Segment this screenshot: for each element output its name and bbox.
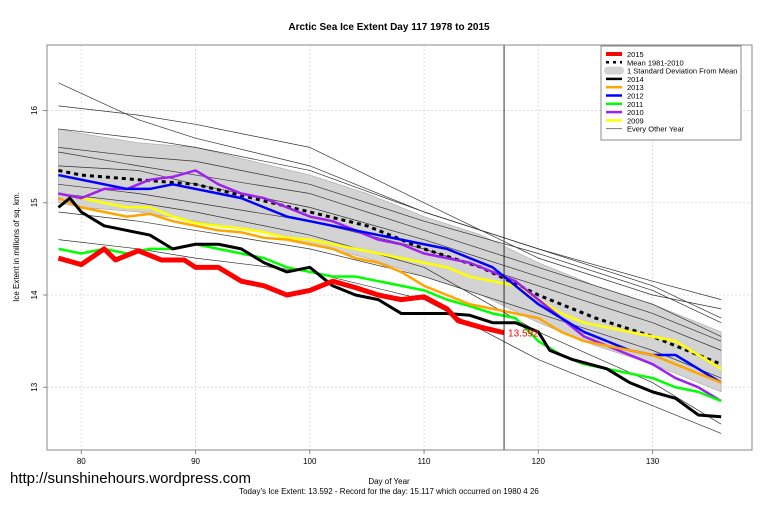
chart-subtitle: Today's Ice Extent: 13.592 - Record for … bbox=[239, 487, 539, 496]
other-year-line bbox=[58, 211, 722, 379]
x-tick-label: 110 bbox=[418, 457, 431, 466]
other-year-line bbox=[58, 151, 722, 337]
legend-label: 2012 bbox=[627, 92, 644, 101]
other-year-line bbox=[58, 128, 722, 319]
y-tick-label: 16 bbox=[30, 106, 39, 115]
legend-label: 2010 bbox=[627, 108, 644, 117]
series-line-2009 bbox=[58, 192, 722, 370]
other-year-line bbox=[58, 105, 722, 310]
series-line-2015 bbox=[57, 246, 505, 336]
legend-label: 2013 bbox=[627, 83, 644, 92]
other-year-line bbox=[58, 82, 722, 300]
axes: 80 90 100 110 120 130 13 14 15 16 bbox=[30, 106, 660, 466]
legend-label: 2015 bbox=[627, 50, 644, 59]
legend-label: Every Other Year bbox=[627, 125, 685, 134]
x-tick-label: 130 bbox=[646, 457, 660, 466]
other-year-line bbox=[58, 147, 722, 324]
legend-label: 2011 bbox=[627, 100, 643, 109]
x-tick-label: 120 bbox=[532, 457, 546, 466]
plot-frame bbox=[46, 44, 753, 451]
y-tick-label: 13 bbox=[30, 382, 39, 391]
legend-box bbox=[600, 45, 742, 141]
legend-label: 1 Standard Deviation From Mean bbox=[627, 67, 737, 76]
legend-swatch bbox=[604, 66, 624, 75]
other-year-line bbox=[58, 165, 722, 342]
y-tick-label: 14 bbox=[30, 290, 39, 299]
current-value-label: 13.592 bbox=[508, 329, 539, 340]
x-tick-label: 100 bbox=[303, 457, 317, 466]
x-axis-label: Day of Year bbox=[368, 477, 410, 486]
y-tick-label: 15 bbox=[30, 198, 39, 207]
y-axis-label: Ice Extent in millions of sq. km. bbox=[12, 192, 21, 302]
series-line-2014 bbox=[57, 196, 722, 419]
watermark-url: http://sunshinehours.wordpress.com bbox=[10, 470, 251, 487]
legend-label: 2009 bbox=[627, 116, 644, 125]
x-tick-label: 80 bbox=[77, 457, 86, 466]
chart-title: Arctic Sea Ice Extent Day 117 1978 to 20… bbox=[288, 22, 490, 33]
plot-area: 13.592 bbox=[47, 45, 752, 450]
mean-line bbox=[58, 168, 722, 366]
x-tick-label: 90 bbox=[191, 457, 200, 466]
legend-label: Mean 1981-2010 bbox=[627, 58, 684, 67]
series-line-2012 bbox=[58, 173, 722, 384]
series-line-2013 bbox=[57, 196, 722, 384]
legend-label: 2014 bbox=[627, 75, 644, 84]
